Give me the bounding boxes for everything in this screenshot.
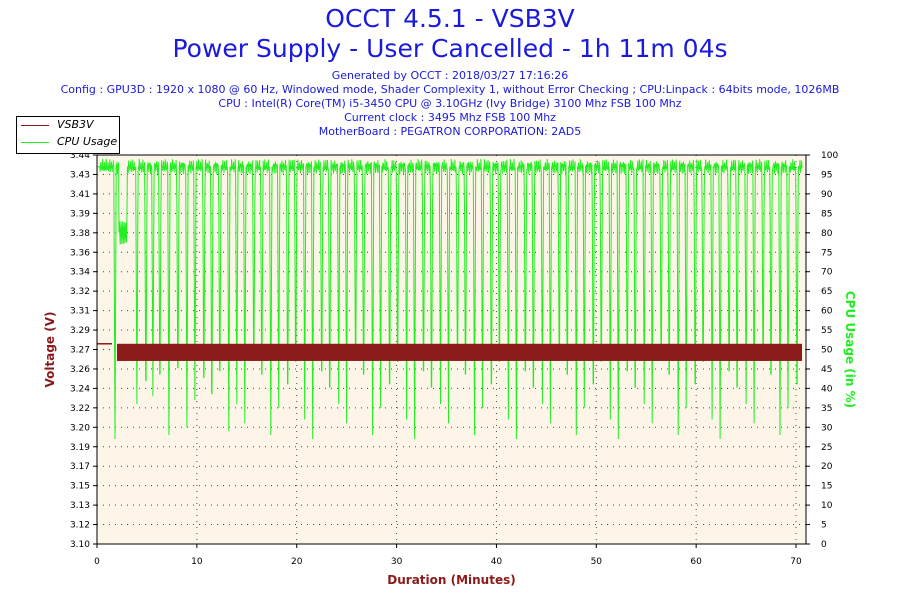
y-right-tick-label: 100: [821, 151, 838, 161]
y-left-tick-label: 3.10: [70, 540, 90, 550]
legend-item-cpu: CPU Usage: [21, 135, 117, 149]
x-axis-label: Duration (Minutes): [387, 573, 515, 587]
y-right-tick-label: 85: [821, 209, 832, 219]
y-right-tick-label: 60: [821, 307, 833, 317]
y-left-tick-label: 3.15: [70, 482, 90, 492]
generated-info: Generated by OCCT : 2018/03/27 17:16:26: [331, 69, 569, 82]
y-right-tick-label: 15: [821, 482, 832, 492]
x-tick-label: 50: [591, 557, 603, 567]
config-info: Config : GPU3D : 1920 x 1080 @ 60 Hz, Wi…: [60, 83, 840, 96]
y-right-tick-label: 45: [821, 365, 832, 375]
y-left-tick-label: 3.24: [70, 384, 90, 394]
y-right-tick-label: 25: [821, 443, 832, 453]
y-left-tick-label: 3.36: [70, 248, 90, 258]
series-band-vsb3v: [116, 343, 803, 361]
chart-title: OCCT 4.5.1 - VSB3V: [325, 4, 575, 33]
y-right-tick-label: 55: [821, 326, 832, 336]
y-right-tick-label: 90: [821, 190, 833, 200]
y-right-tick-label: 70: [821, 268, 833, 278]
legend-label-cpu: CPU Usage: [57, 135, 118, 148]
y-left-tick-label: 3.38: [70, 229, 90, 239]
y-right-tick-label: 0: [821, 540, 827, 550]
y-left-tick-label: 3.29: [70, 326, 90, 336]
y-left-tick-label: 3.44: [70, 151, 90, 161]
legend-swatch-vsb3v: [21, 124, 49, 126]
x-tick-label: 60: [690, 557, 702, 567]
x-tick-label: 70: [790, 557, 802, 567]
y-right-tick-label: 40: [821, 384, 833, 394]
y-left-tick-label: 3.19: [70, 443, 90, 453]
x-tick-label: 10: [191, 557, 203, 567]
y-right-tick-label: 50: [821, 346, 833, 356]
y-left-tick-label: 3.26: [70, 365, 90, 375]
y-left-tick-label: 3.31: [70, 307, 90, 317]
series-line-cpu-usage: [97, 158, 803, 440]
y-left-tick-label: 3.22: [70, 404, 90, 414]
legend-swatch-cpu: [21, 141, 49, 143]
clock-info: Current clock : 3495 Mhz FSB 100 Mhz: [344, 111, 556, 124]
y-left-tick-label: 3.34: [70, 268, 90, 278]
chart-legend: VSB3V CPU Usage: [16, 116, 120, 154]
x-tick-label: 40: [491, 557, 503, 567]
legend-label-vsb3v: VSB3V: [57, 118, 94, 131]
cpu-info: CPU : Intel(R) Core(TM) i5-3450 CPU @ 3.…: [218, 97, 682, 110]
y-right-tick-label: 95: [821, 170, 832, 180]
y-right-tick-label: 65: [821, 287, 832, 297]
y-left-tick-label: 3.43: [70, 170, 90, 180]
y-left-tick-label: 3.12: [70, 521, 90, 531]
x-tick-label: 0: [94, 557, 100, 567]
y-right-tick-label: 80: [821, 229, 833, 239]
y-left-tick-label: 3.39: [70, 209, 90, 219]
motherboard-info: MotherBoard : PEGATRON CORPORATION: 2AD5: [318, 125, 582, 138]
y-left-tick-label: 3.32: [70, 287, 90, 297]
y-right-axis-label: CPU Usage (in %): [843, 291, 857, 408]
y-left-tick-label: 3.41: [70, 190, 90, 200]
y-right-tick-label: 75: [821, 248, 832, 258]
y-right-tick-label: 30: [821, 423, 833, 433]
y-left-axis-label: Voltage (V): [43, 312, 57, 388]
y-right-tick-label: 5: [821, 521, 827, 531]
chart-subtitle: Power Supply - User Cancelled - 1h 11m 0…: [172, 34, 728, 63]
y-right-tick-label: 35: [821, 404, 832, 414]
y-right-tick-label: 10: [821, 501, 833, 511]
legend-item-vsb3v: VSB3V: [21, 118, 94, 132]
y-right-tick-label: 20: [821, 462, 833, 472]
x-tick-label: 20: [291, 557, 303, 567]
y-left-tick-label: 3.27: [70, 346, 90, 356]
x-tick-label: 30: [391, 557, 403, 567]
y-left-tick-label: 3.17: [70, 462, 90, 472]
y-left-tick-label: 3.20: [70, 423, 90, 433]
y-left-tick-label: 3.13: [70, 501, 90, 511]
